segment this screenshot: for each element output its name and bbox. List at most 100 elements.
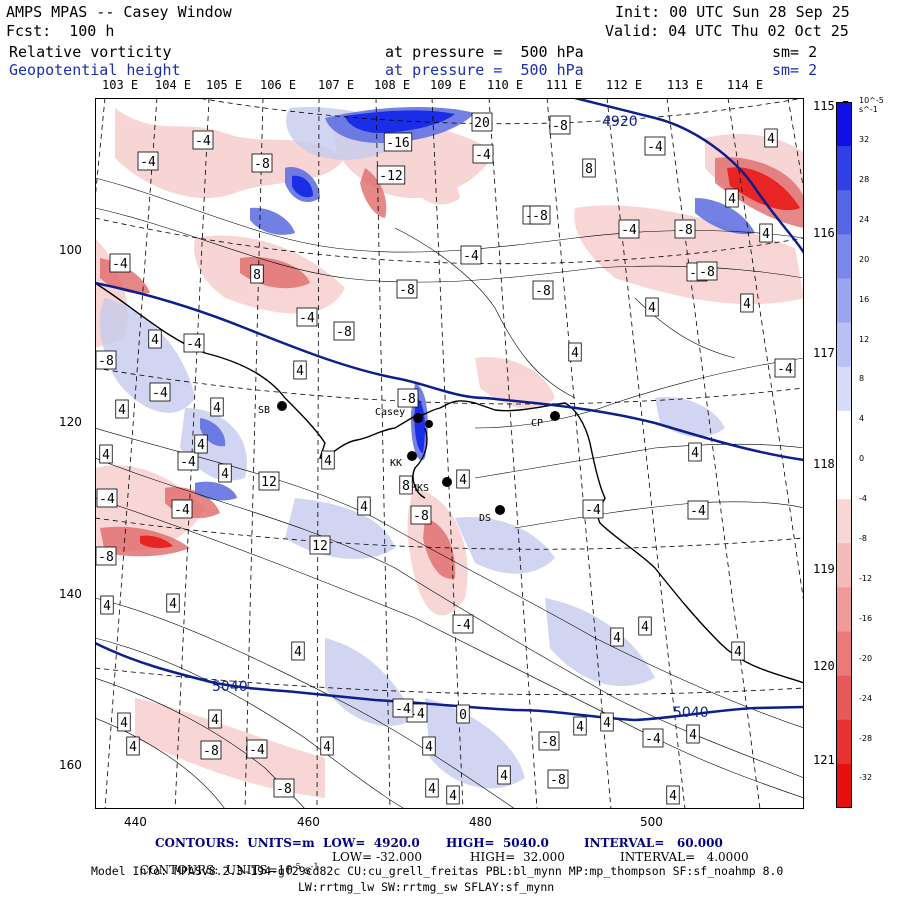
lon-label: 105 E xyxy=(206,78,243,92)
contour-label-box xyxy=(688,442,702,462)
contour-label-box xyxy=(166,593,180,613)
contour-label-box xyxy=(399,475,413,495)
contour-label-text: 4 xyxy=(734,645,742,660)
lon-label: 103 E xyxy=(102,78,139,92)
station-hks-dot xyxy=(442,477,452,487)
coastline xyxy=(95,282,804,684)
contour-label-text: -4 xyxy=(152,386,168,401)
contour-label-box xyxy=(137,151,159,171)
contour-label-box xyxy=(774,358,796,378)
contour-label-text: 4 xyxy=(603,716,611,731)
contour-label-box xyxy=(357,496,371,516)
colorbar-unit: 10^-5 s^-1 xyxy=(859,96,884,114)
colorbar-band xyxy=(836,102,852,147)
colorbar-band xyxy=(836,499,852,544)
contour-label-text: -4 xyxy=(140,155,156,170)
contour-label-box xyxy=(666,785,680,805)
colorbar-band xyxy=(836,631,852,677)
contour-label-box xyxy=(309,535,331,555)
footer-model-info-2: LW:rrtmg_lw SW:rrtmg_sw SFLAY:sf_mynn xyxy=(298,880,555,894)
colorbar-tick-label: 28 xyxy=(859,174,870,184)
y-tick-label: 160 xyxy=(59,758,82,772)
contour-label-text: 4 xyxy=(767,132,775,147)
contour-label-text: 4 xyxy=(294,645,302,660)
valid-time: Valid: 04 UTC Thu 02 Oct 25 xyxy=(605,22,849,40)
contour-label-text: 4 xyxy=(103,599,111,614)
max-negative-core xyxy=(292,110,455,453)
contour-label-text: 8 xyxy=(402,479,410,494)
contour-label-text: -8 xyxy=(254,157,270,172)
contour-label-text: 4 xyxy=(323,740,331,755)
contour-label-text: 4 xyxy=(459,473,467,488)
contour-label-text: 12 xyxy=(312,539,328,554)
contour-label-text: 4 xyxy=(576,720,584,735)
colorbar-tick-label: 8 xyxy=(859,374,865,384)
colorbar-tick-label: 4 xyxy=(859,414,865,424)
contour-label-box xyxy=(383,132,413,152)
contour-label-text: -4 xyxy=(195,134,211,149)
contour-label-box xyxy=(644,136,666,156)
contour-label-text: 8 xyxy=(253,268,261,283)
contour-label-text: -4 xyxy=(299,311,315,326)
contour-label-box xyxy=(422,736,436,756)
contour-label-text: -8 xyxy=(399,283,415,298)
footer-vort-exp2: -1 xyxy=(310,862,319,871)
contour-label-text: 4 xyxy=(129,740,137,755)
field2-name: Geopotential height xyxy=(9,61,181,79)
lon-label: 109 E xyxy=(430,78,467,92)
contour-label-text: 4 xyxy=(425,740,433,755)
contour-label-text: 4 xyxy=(500,769,508,784)
contour-label-text: 4 xyxy=(728,192,736,207)
contour-label-box xyxy=(192,130,214,150)
contour-label-box xyxy=(321,450,335,470)
contour-label-text: 4 xyxy=(641,620,649,635)
colorbar-band xyxy=(836,322,852,368)
contour-label-text: -4 xyxy=(777,362,793,377)
vorticity-map: SB Casey KK HKS CP DS 4920 5040 5040 -4 -… xyxy=(95,98,804,809)
colorbar-tick-label: 12 xyxy=(859,334,870,344)
contour-label-text: 20 xyxy=(474,116,490,131)
station-markers xyxy=(277,401,560,515)
colorbar-tick-label: -28 xyxy=(859,733,873,743)
contour-label-box xyxy=(759,223,773,243)
map-frame xyxy=(95,98,804,809)
contour-label-box xyxy=(642,728,664,748)
contour-label-box xyxy=(600,712,614,732)
contour-label-box xyxy=(296,307,318,327)
contour-label-text: -4 xyxy=(99,492,115,507)
contour-label-text: 4 xyxy=(296,364,304,379)
contour-label-text: -4 xyxy=(112,257,128,272)
colorbar-tick-label: -32 xyxy=(859,773,873,783)
contour-label-text: 4 xyxy=(762,227,770,242)
colorbar-band xyxy=(836,190,852,235)
contour-label-box xyxy=(497,765,511,785)
contour-label-box xyxy=(251,153,273,173)
footer-vort-exp: -5 xyxy=(292,862,301,871)
colorbar-band xyxy=(836,366,852,412)
contour-label-text: 4 xyxy=(648,301,656,316)
station-casey-dot xyxy=(413,413,423,423)
contour-label-text: 0 xyxy=(459,708,467,723)
contour-label-box xyxy=(208,709,222,729)
contour-label-box xyxy=(115,399,129,419)
colorbar-band xyxy=(836,763,852,808)
contour-label-box xyxy=(410,505,432,525)
contour-label-box xyxy=(645,297,659,317)
contour-label-text: 4 xyxy=(151,333,159,348)
contour-label-box xyxy=(258,471,280,491)
footer-height-interval: INTERVAL= 60.000 xyxy=(584,836,723,850)
contour-label-box xyxy=(376,165,406,185)
height-label-5040-west: 5040 xyxy=(212,679,248,695)
x-tick-label: 460 xyxy=(297,815,320,829)
colorbar-tick-label: 24 xyxy=(859,214,870,224)
contour-label-box xyxy=(149,382,171,402)
colorbar-tick-label: -16 xyxy=(859,613,873,623)
contour-label-box xyxy=(273,778,295,798)
contour-label-text: -4 xyxy=(180,455,196,470)
contour-label-text: -8 xyxy=(413,509,429,524)
contour-label-box xyxy=(293,360,307,380)
contour-label-box xyxy=(764,128,778,148)
footer-vort-high: HIGH= 32.000 xyxy=(470,850,565,864)
contour-label-text: -4 xyxy=(455,618,471,633)
contour-label-text: -16 xyxy=(386,136,409,151)
